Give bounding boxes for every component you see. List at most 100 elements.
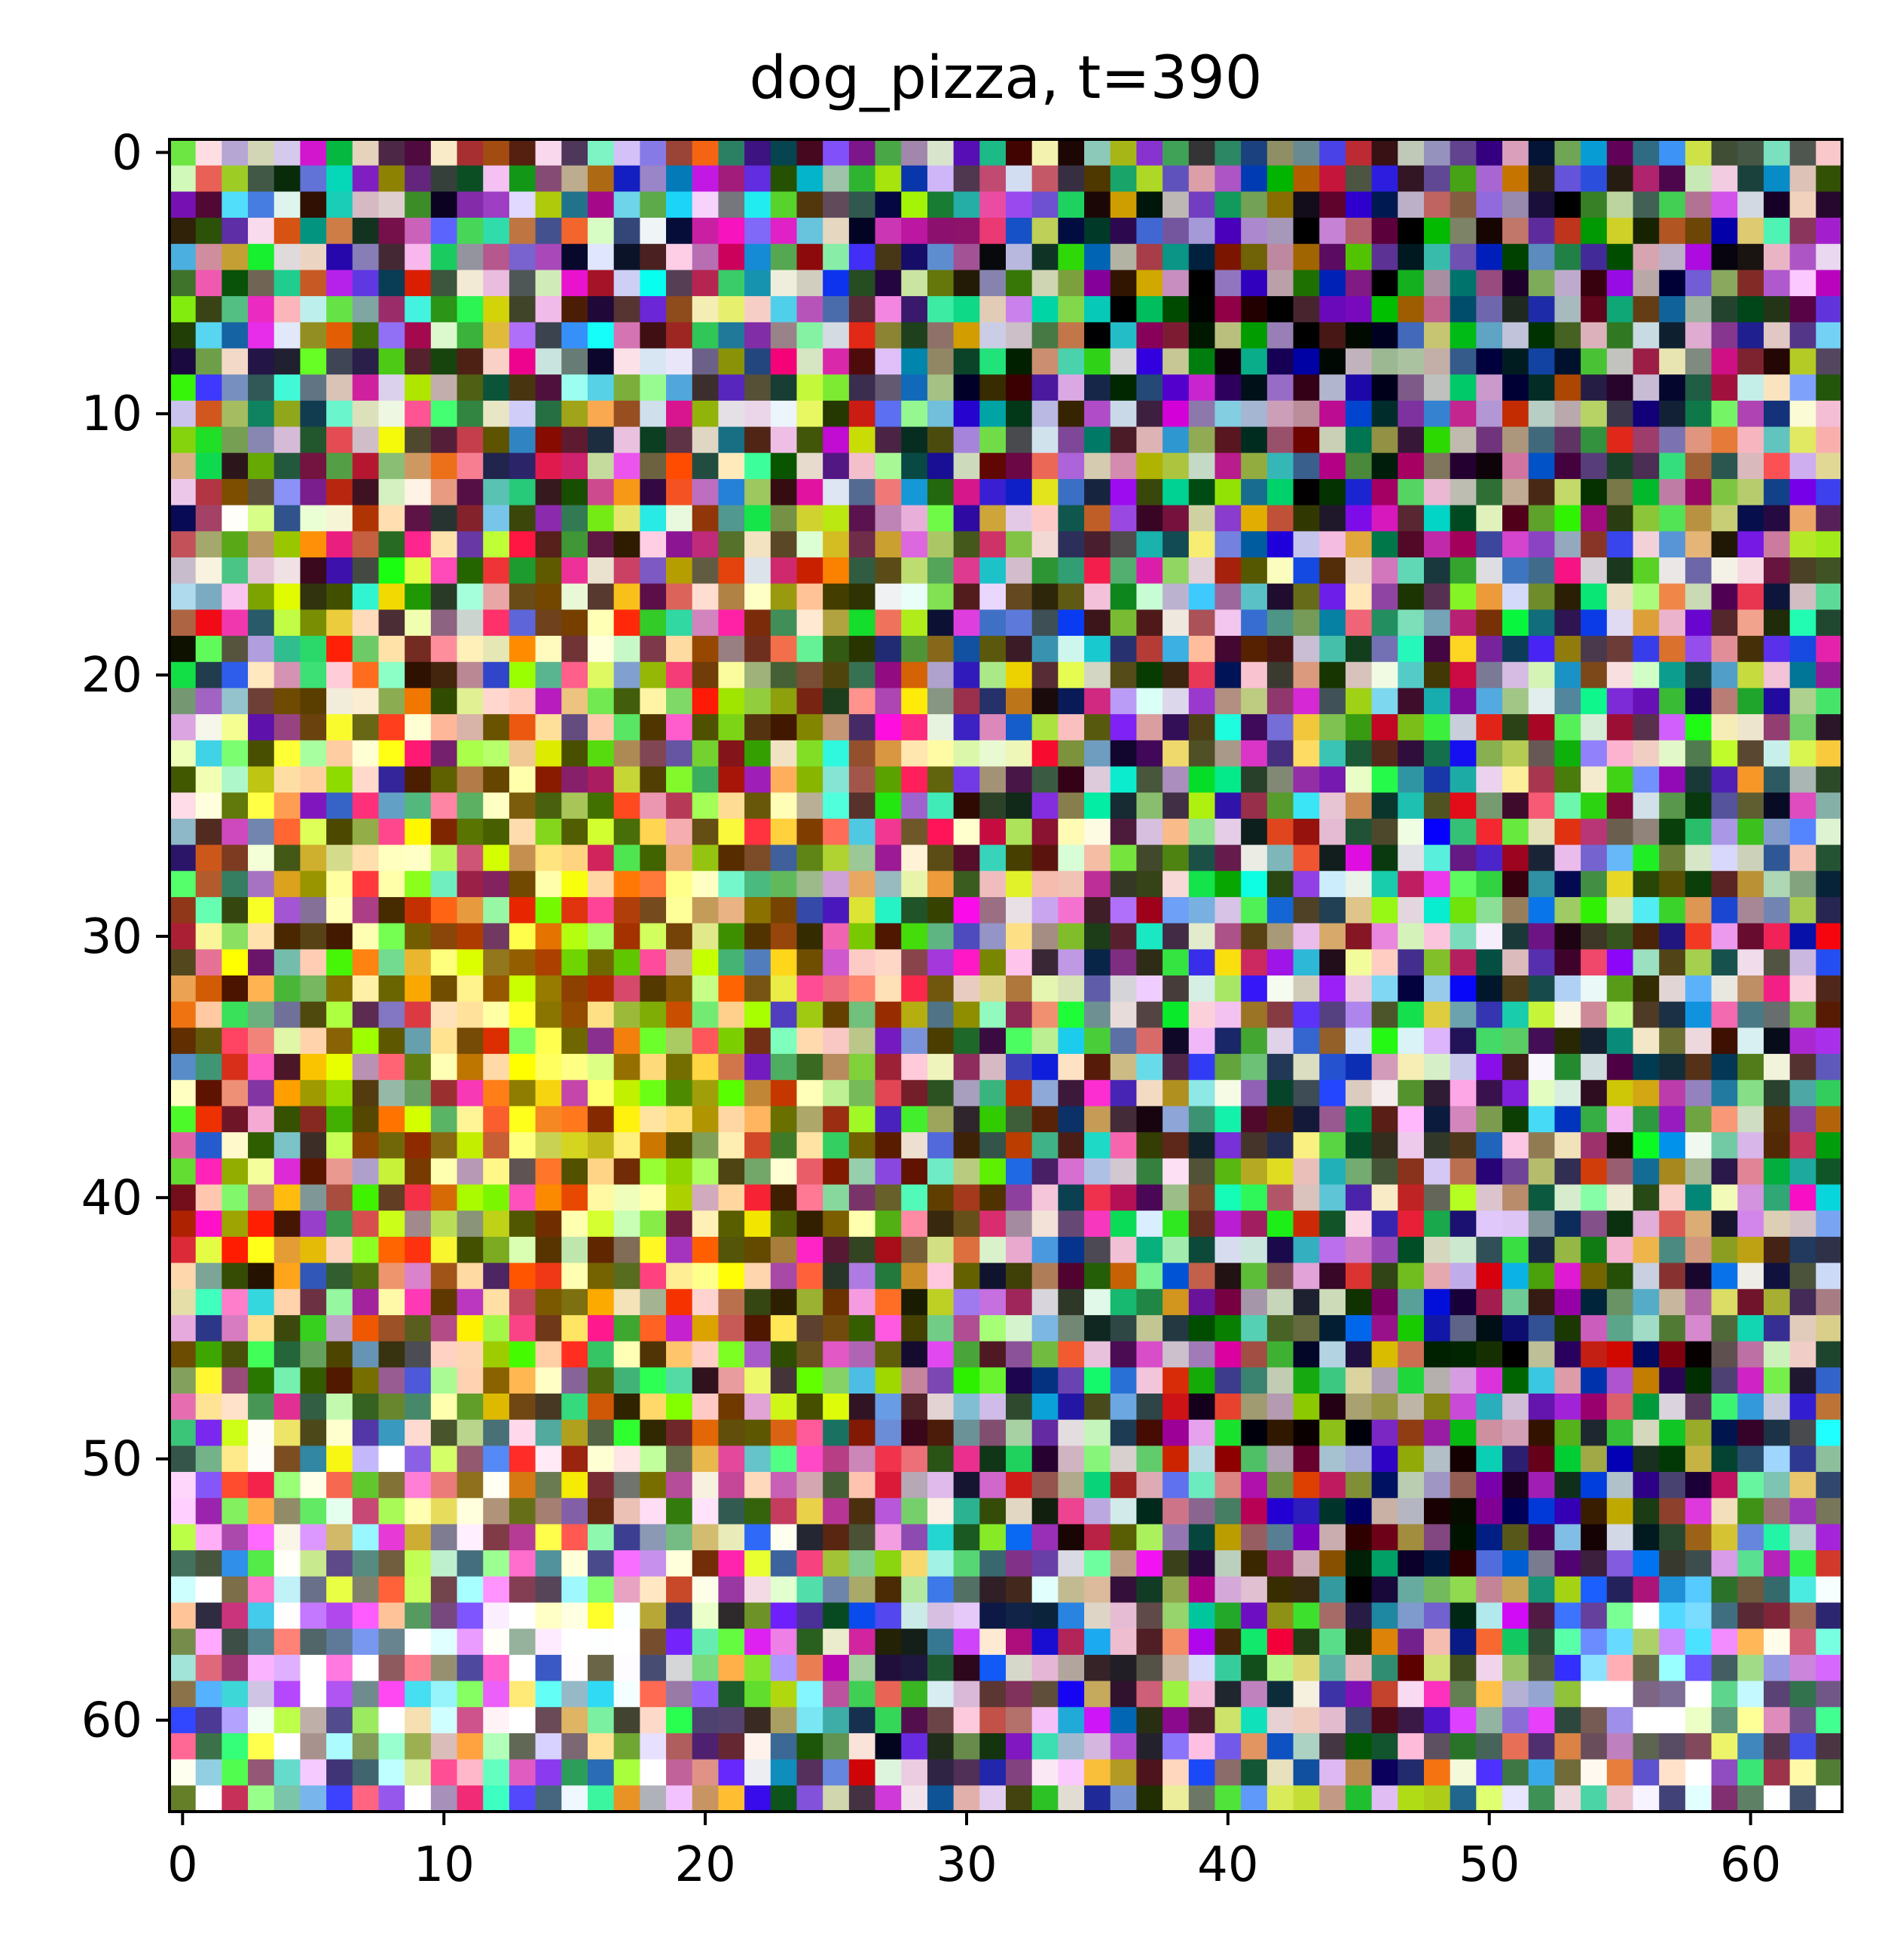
image-pixel <box>848 1707 876 1734</box>
image-pixel <box>1398 400 1425 428</box>
image-pixel <box>1214 609 1242 637</box>
image-pixel <box>588 766 615 793</box>
image-pixel <box>1476 949 1503 976</box>
image-pixel <box>875 1210 902 1238</box>
image-pixel <box>1606 1629 1634 1656</box>
image-pixel <box>953 1054 980 1081</box>
image-pixel <box>1502 1785 1529 1812</box>
image-pixel <box>1293 1132 1320 1159</box>
image-pixel <box>1371 322 1398 350</box>
image-pixel <box>1110 923 1138 950</box>
image-pixel <box>1685 1054 1712 1081</box>
image-pixel <box>770 1132 798 1159</box>
image-pixel <box>221 1314 249 1342</box>
image-pixel <box>405 165 432 192</box>
image-pixel <box>692 453 719 480</box>
image-pixel <box>1789 1472 1816 1499</box>
image-pixel <box>692 1576 719 1604</box>
image-pixel <box>744 1576 771 1604</box>
image-pixel <box>848 1785 876 1812</box>
image-pixel <box>613 243 640 271</box>
image-pixel <box>953 139 980 166</box>
image-pixel <box>744 1707 771 1734</box>
image-pixel <box>1084 1785 1111 1812</box>
image-pixel <box>561 505 588 532</box>
image-pixel <box>744 1001 771 1028</box>
image-pixel <box>1371 1262 1398 1290</box>
image-pixel <box>770 818 798 846</box>
image-pixel <box>588 1419 615 1446</box>
image-pixel <box>1136 1759 1163 1786</box>
image-pixel <box>1528 1602 1556 1629</box>
image-pixel <box>1058 1079 1085 1107</box>
image-pixel <box>1763 243 1791 271</box>
image-pixel <box>195 1733 222 1760</box>
image-pixel <box>1789 714 1816 741</box>
image-pixel <box>1633 766 1660 793</box>
image-pixel <box>1058 792 1085 820</box>
image-pixel <box>1058 1707 1085 1734</box>
image-pixel <box>1058 218 1085 245</box>
image-pixel <box>901 609 928 637</box>
image-pixel <box>692 243 719 271</box>
image-pixel <box>405 896 432 924</box>
image-pixel <box>326 322 353 350</box>
image-pixel <box>221 478 249 506</box>
image-pixel <box>666 661 693 689</box>
image-pixel <box>1345 792 1373 820</box>
image-pixel <box>1006 1759 1033 1786</box>
image-pixel <box>1711 191 1738 218</box>
image-pixel <box>1789 923 1816 950</box>
image-pixel <box>1606 400 1634 428</box>
image-pixel <box>561 583 588 610</box>
image-pixel <box>273 322 301 350</box>
image-pixel <box>1816 1472 1843 1499</box>
image-pixel <box>1058 1210 1085 1238</box>
image-pixel <box>1188 1497 1216 1525</box>
image-pixel <box>613 322 640 350</box>
image-pixel <box>823 583 850 610</box>
image-pixel <box>430 1079 458 1107</box>
image-pixel <box>1789 1367 1816 1394</box>
image-pixel <box>1293 270 1320 297</box>
image-pixel <box>1581 871 1608 898</box>
image-pixel <box>1476 1524 1503 1551</box>
image-pixel <box>1424 557 1451 585</box>
image-pixel <box>1241 766 1268 793</box>
image-pixel <box>1528 1497 1556 1525</box>
image-pixel <box>483 270 510 297</box>
image-pixel <box>953 1367 980 1394</box>
image-pixel <box>430 1184 458 1211</box>
image-pixel <box>1659 636 1686 663</box>
image-pixel <box>1816 1001 1843 1028</box>
image-pixel <box>1816 1132 1843 1159</box>
image-pixel <box>430 583 458 610</box>
image-pixel <box>1711 1289 1738 1316</box>
image-pixel <box>613 1184 640 1211</box>
image-pixel <box>248 139 275 166</box>
image-pixel <box>1606 740 1634 768</box>
image-pixel <box>1266 1394 1294 1421</box>
image-pixel <box>170 871 197 898</box>
image-pixel <box>666 1681 693 1708</box>
image-pixel <box>1450 1210 1477 1238</box>
image-pixel <box>1711 400 1738 428</box>
image-pixel <box>273 636 301 663</box>
image-pixel <box>1685 1001 1712 1028</box>
image-pixel <box>1528 1785 1556 1812</box>
image-pixel <box>1110 792 1138 820</box>
image-pixel <box>770 1106 798 1133</box>
image-pixel <box>509 1054 536 1081</box>
image-pixel <box>927 1262 955 1290</box>
image-pixel <box>588 896 615 924</box>
image-pixel <box>1763 1106 1791 1133</box>
image-pixel <box>221 139 249 166</box>
image-pixel <box>1319 609 1346 637</box>
image-pixel <box>248 949 275 976</box>
image-pixel <box>326 1629 353 1656</box>
image-pixel <box>927 1707 955 1734</box>
image-pixel <box>1084 270 1111 297</box>
image-pixel <box>273 583 301 610</box>
image-pixel <box>770 531 798 558</box>
